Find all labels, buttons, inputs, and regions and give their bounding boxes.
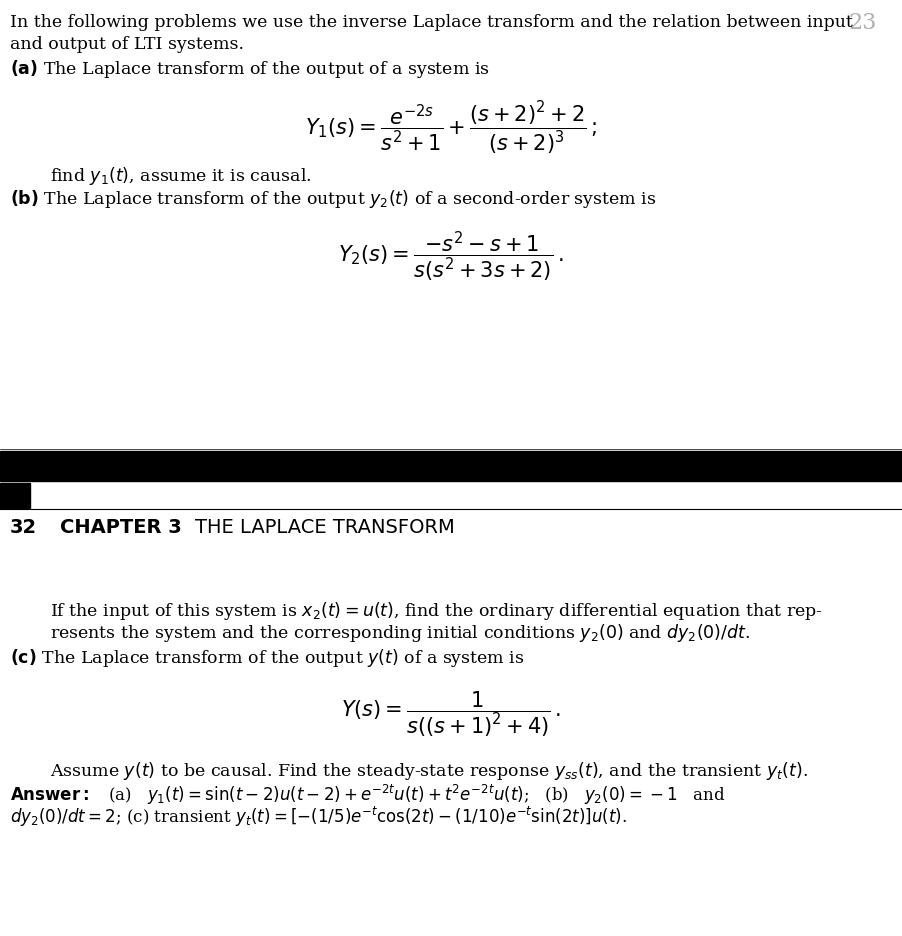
Text: $Y(s) = \dfrac{1}{s((s+1)^2+4)}\,.$: $Y(s) = \dfrac{1}{s((s+1)^2+4)}\,.$: [341, 689, 561, 739]
Text: 23: 23: [849, 12, 877, 34]
Text: $\mathbf{(c)}$ The Laplace transform of the output $y(t)$ of a system is: $\mathbf{(c)}$ The Laplace transform of …: [10, 647, 525, 668]
Text: $\mathbf{(b)}$ The Laplace transform of the output $y_2(t)$ of a second-order sy: $\mathbf{(b)}$ The Laplace transform of …: [10, 188, 657, 210]
Text: THE LAPLACE TRANSFORM: THE LAPLACE TRANSFORM: [195, 518, 455, 536]
Text: $\mathbf{Answer:}$   (a)   $y_1(t)=\sin(t-2)u(t-2)+e^{-2t}u(t)+t^2e^{-2t}u(t)$; : $\mathbf{Answer:}$ (a) $y_1(t)=\sin(t-2)…: [10, 782, 725, 806]
Text: $Y_1(s) = \dfrac{e^{-2s}}{s^2+1} + \dfrac{(s+2)^2+2}{(s+2)^3}\,;$: $Y_1(s) = \dfrac{e^{-2s}}{s^2+1} + \dfra…: [305, 100, 597, 157]
Text: resents the system and the corresponding initial conditions $y_2(0)$ and $dy_2(0: resents the system and the corresponding…: [50, 622, 750, 643]
Text: $Y_2(s) = \dfrac{-s^2-s+1}{s(s^2+3s+2)}\,.$: $Y_2(s) = \dfrac{-s^2-s+1}{s(s^2+3s+2)}\…: [338, 229, 564, 284]
Bar: [0, 451, 902, 481]
Text: In the following problems we use the inverse Laplace transform and the relation : In the following problems we use the inv…: [10, 14, 852, 31]
Text: $\mathbf{(a)}$ The Laplace transform of the output of a system is: $\mathbf{(a)}$ The Laplace transform of …: [10, 58, 490, 80]
Text: and output of LTI systems.: and output of LTI systems.: [10, 36, 244, 53]
Bar: [0, 484, 30, 508]
Text: find $y_1(t)$, assume it is causal.: find $y_1(t)$, assume it is causal.: [50, 165, 311, 187]
Text: 32: 32: [10, 518, 37, 536]
Text: If the input of this system is $x_2(t)=u(t)$, find the ordinary differential equ: If the input of this system is $x_2(t)=u…: [50, 599, 823, 622]
Text: CHAPTER 3: CHAPTER 3: [60, 518, 181, 536]
Text: Assume $y(t)$ to be causal. Find the steady-state response $y_{ss}(t)$, and the : Assume $y(t)$ to be causal. Find the ste…: [50, 759, 808, 782]
Text: $dy_2(0)/dt=2$; (c) transient $y_t(t)=[-(1/5)e^{-t}\cos(2t)-(1/10)e^{-t}\sin(2t): $dy_2(0)/dt=2$; (c) transient $y_t(t)=[-…: [10, 804, 627, 828]
